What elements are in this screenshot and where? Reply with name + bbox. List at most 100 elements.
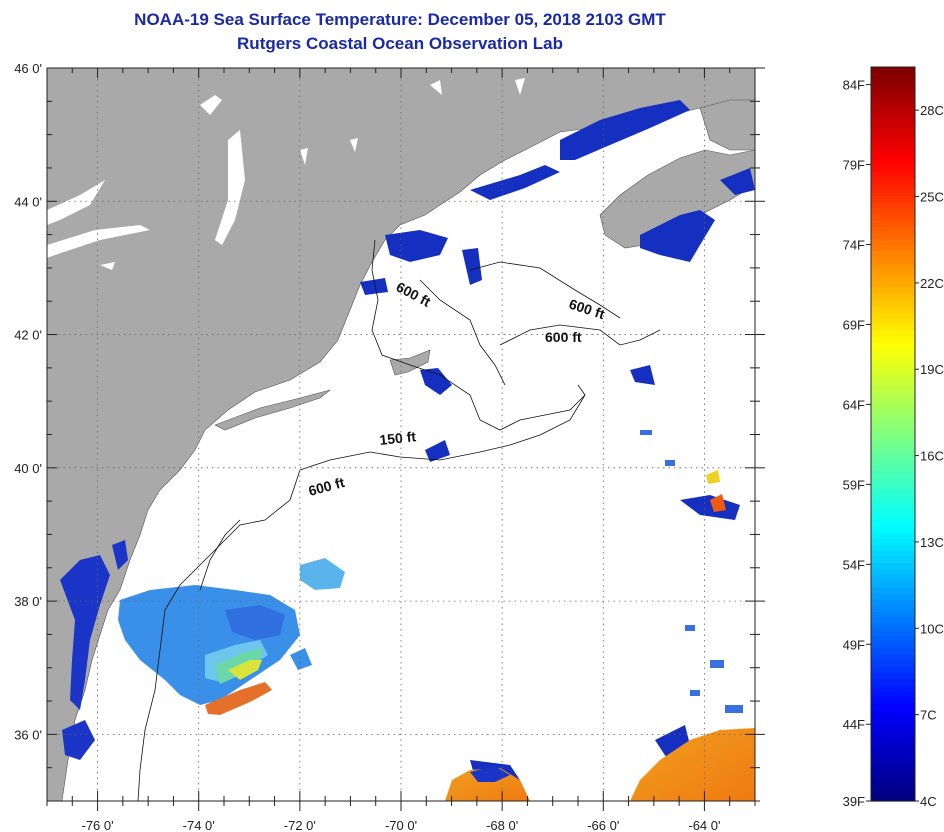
colorbar-strip xyxy=(871,470,915,478)
colorbar-strip xyxy=(871,201,915,209)
colorbar-strip xyxy=(871,281,915,288)
colorbar-fahrenheit-label: 84F xyxy=(843,78,865,93)
lon-tick-label: -70 0' xyxy=(385,818,417,832)
sst-gulf-stream xyxy=(118,558,345,715)
colorbar-strip xyxy=(871,660,915,668)
colorbar-strip xyxy=(871,115,915,123)
colorbar-strip xyxy=(871,342,915,349)
chart-title: NOAA-19 Sea Surface Temperature: Decembe… xyxy=(134,10,666,29)
colorbar-strip xyxy=(871,697,915,704)
colorbar-strip xyxy=(871,336,915,343)
colorbar-strip xyxy=(871,226,915,233)
sst-scatter xyxy=(640,430,743,713)
colorbar-strip xyxy=(871,244,915,252)
colorbar-strip xyxy=(871,207,915,215)
map-frame xyxy=(46,67,756,802)
land-nova-scotia xyxy=(599,149,755,249)
colorbar-strip xyxy=(871,189,915,197)
colorbar-strip xyxy=(871,776,915,784)
colorbar-strip xyxy=(871,586,915,594)
colorbar-strip xyxy=(871,152,915,160)
colorbar-strip xyxy=(871,544,915,551)
colorbar-strip xyxy=(871,232,915,239)
colorbar-strip xyxy=(871,788,915,796)
land-cape-cod xyxy=(389,349,431,376)
colorbar-strip xyxy=(871,537,915,545)
colorbar-celsius-label: 19C xyxy=(920,362,944,377)
colorbar-strip xyxy=(871,330,915,337)
land-long-island xyxy=(214,389,331,431)
colorbar-strip xyxy=(871,366,915,374)
chart-subtitle: Rutgers Coastal Ocean Observation Lab xyxy=(237,34,563,53)
lon-tick-label: -76 0' xyxy=(82,818,114,832)
colorbar-strip xyxy=(871,434,915,441)
colorbar-strip xyxy=(871,782,915,790)
sst-cold-patches xyxy=(360,100,755,785)
lon-tick-label: -64 0' xyxy=(688,818,720,832)
colorbar-strip xyxy=(871,519,915,527)
colorbar-strip xyxy=(871,745,915,753)
colorbar-strip xyxy=(871,635,915,643)
colorbar-strip xyxy=(871,550,915,557)
colorbar-strip xyxy=(871,605,915,612)
colorbar-strip xyxy=(871,250,915,258)
colorbar-strip xyxy=(871,183,915,190)
colorbar-celsius-label: 13C xyxy=(920,535,944,550)
colorbar-strip xyxy=(871,268,915,276)
colorbar-strip xyxy=(871,721,915,729)
colorbar-strip xyxy=(871,67,915,74)
colorbar-strip xyxy=(871,568,915,576)
colorbar-strip xyxy=(871,641,915,649)
colorbar-strip xyxy=(871,409,915,417)
inland-lakes xyxy=(47,78,525,270)
colorbar-strip xyxy=(871,513,915,521)
colorbar-fahrenheit-label: 54F xyxy=(843,557,865,572)
colorbar-strip xyxy=(871,164,915,172)
colorbar-celsius-label: 28C xyxy=(920,103,944,118)
colorbar-strip xyxy=(871,317,915,325)
lon-tick-label: -74 0' xyxy=(183,818,215,832)
colorbar-strip xyxy=(871,219,915,227)
colorbar-strip xyxy=(871,287,915,294)
colorbar-fahrenheit-label: 44F xyxy=(843,717,865,732)
colorbar-strip xyxy=(871,489,915,496)
colorbar-strip xyxy=(871,648,915,655)
colorbar-strip xyxy=(871,501,915,508)
colorbar-strip xyxy=(871,464,915,472)
colorbar-strip xyxy=(871,476,915,484)
colorbar-strip xyxy=(871,238,915,245)
colorbar-strip xyxy=(871,623,915,631)
colorbar-strip xyxy=(871,739,915,747)
colorbar-strip xyxy=(871,440,915,447)
colorbar-strip xyxy=(871,611,915,619)
sst-warm-patches xyxy=(445,470,755,801)
colorbar-celsius-label: 16C xyxy=(920,449,944,464)
colorbar-strip xyxy=(871,452,915,460)
colorbar-strip xyxy=(871,733,915,741)
colorbar-strip xyxy=(871,580,915,588)
colorbar-strip xyxy=(871,654,915,661)
lon-tick-label: -66 0' xyxy=(587,818,619,832)
colorbar-strip xyxy=(871,372,915,380)
land-cape-breton xyxy=(699,99,755,151)
lat-tick-label: 46 0' xyxy=(14,61,42,76)
colorbar-strip xyxy=(871,666,915,674)
colorbar-strip xyxy=(871,599,915,606)
colorbar-strip xyxy=(871,629,915,637)
lat-tick-label: 36 0' xyxy=(14,727,42,742)
colorbar-strip xyxy=(871,427,915,435)
colorbar-strip xyxy=(871,495,915,502)
colorbar-strip xyxy=(871,421,915,429)
colorbar-fahrenheit-label: 69F xyxy=(843,317,865,332)
colorbar-strip xyxy=(871,262,915,270)
colorbar-strip xyxy=(871,103,915,111)
sst-bays xyxy=(60,540,128,760)
lon-tick-label: -68 0' xyxy=(486,818,518,832)
colorbar-strip xyxy=(871,672,915,680)
colorbar-strip xyxy=(871,73,915,80)
colorbar-strip xyxy=(871,177,915,184)
colorbar-strip xyxy=(871,752,915,759)
colorbar-strip xyxy=(871,122,915,129)
colorbar-celsius-label: 4C xyxy=(920,794,937,809)
colorbar-strip xyxy=(871,305,915,313)
